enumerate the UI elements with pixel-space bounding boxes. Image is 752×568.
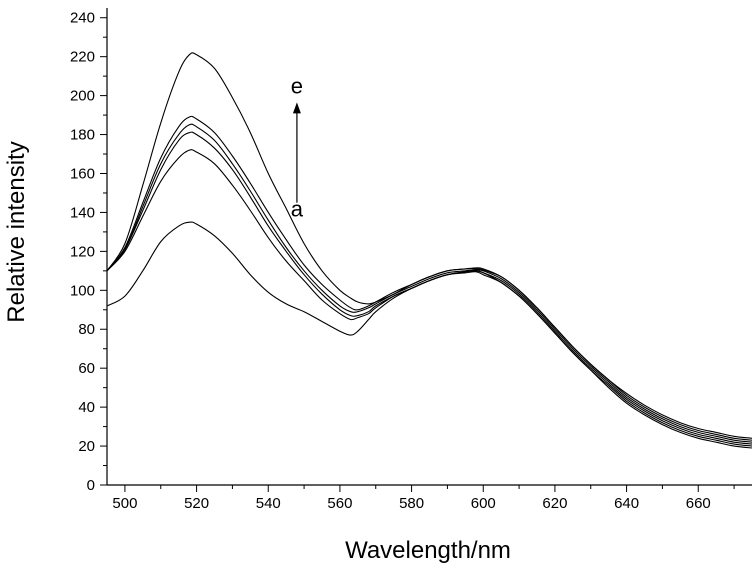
x-tick-label: 520 [184, 495, 209, 512]
x-tick-label: 640 [614, 495, 639, 512]
series-lines [106, 52, 752, 449]
trend-annotation: e a [291, 73, 304, 221]
x-axis-title: Wavelength/nm [345, 537, 511, 564]
x-tick-label: 620 [542, 495, 567, 512]
plot-area [106, 8, 752, 486]
y-tick-label: 240 [70, 10, 95, 27]
y-tick-label: 180 [70, 127, 95, 144]
series-line-b [106, 149, 752, 447]
series-line-c [106, 131, 752, 445]
y-tick-label: 80 [78, 321, 95, 338]
y-axis-title: Relative intensity [3, 141, 30, 322]
y-axis-ticks: 0 20 40 60 80 100 120 140 160 180 200 220 240 [70, 10, 107, 494]
series-line-d [106, 123, 752, 443]
x-tick-label: 660 [686, 495, 711, 512]
trend-arrow-head [292, 102, 301, 114]
y-tick-label: 120 [70, 243, 95, 260]
x-axis-ticks: 500 520 540 560 580 600 620 640 660 [112, 485, 735, 512]
x-tick-label: 580 [399, 495, 424, 512]
series-line-a [106, 221, 752, 449]
y-tick-label: 40 [78, 399, 95, 416]
x-tick-label: 540 [256, 495, 281, 512]
y-tick-label: 200 [70, 88, 95, 105]
y-tick-label: 160 [70, 165, 95, 182]
y-tick-label: 100 [70, 282, 95, 299]
curve-label-a: a [291, 197, 304, 222]
x-tick-label: 600 [471, 495, 496, 512]
y-tick-label: 60 [78, 360, 95, 377]
y-tick-label: 220 [70, 49, 95, 66]
curve-label-e: e [291, 73, 303, 98]
x-tick-label: 500 [112, 495, 137, 512]
y-tick-label: 140 [70, 204, 95, 221]
y-tick-label: 0 [87, 477, 95, 494]
y-tick-label: 20 [78, 438, 95, 455]
series-line-e [106, 52, 752, 439]
x-tick-label: 560 [327, 495, 352, 512]
